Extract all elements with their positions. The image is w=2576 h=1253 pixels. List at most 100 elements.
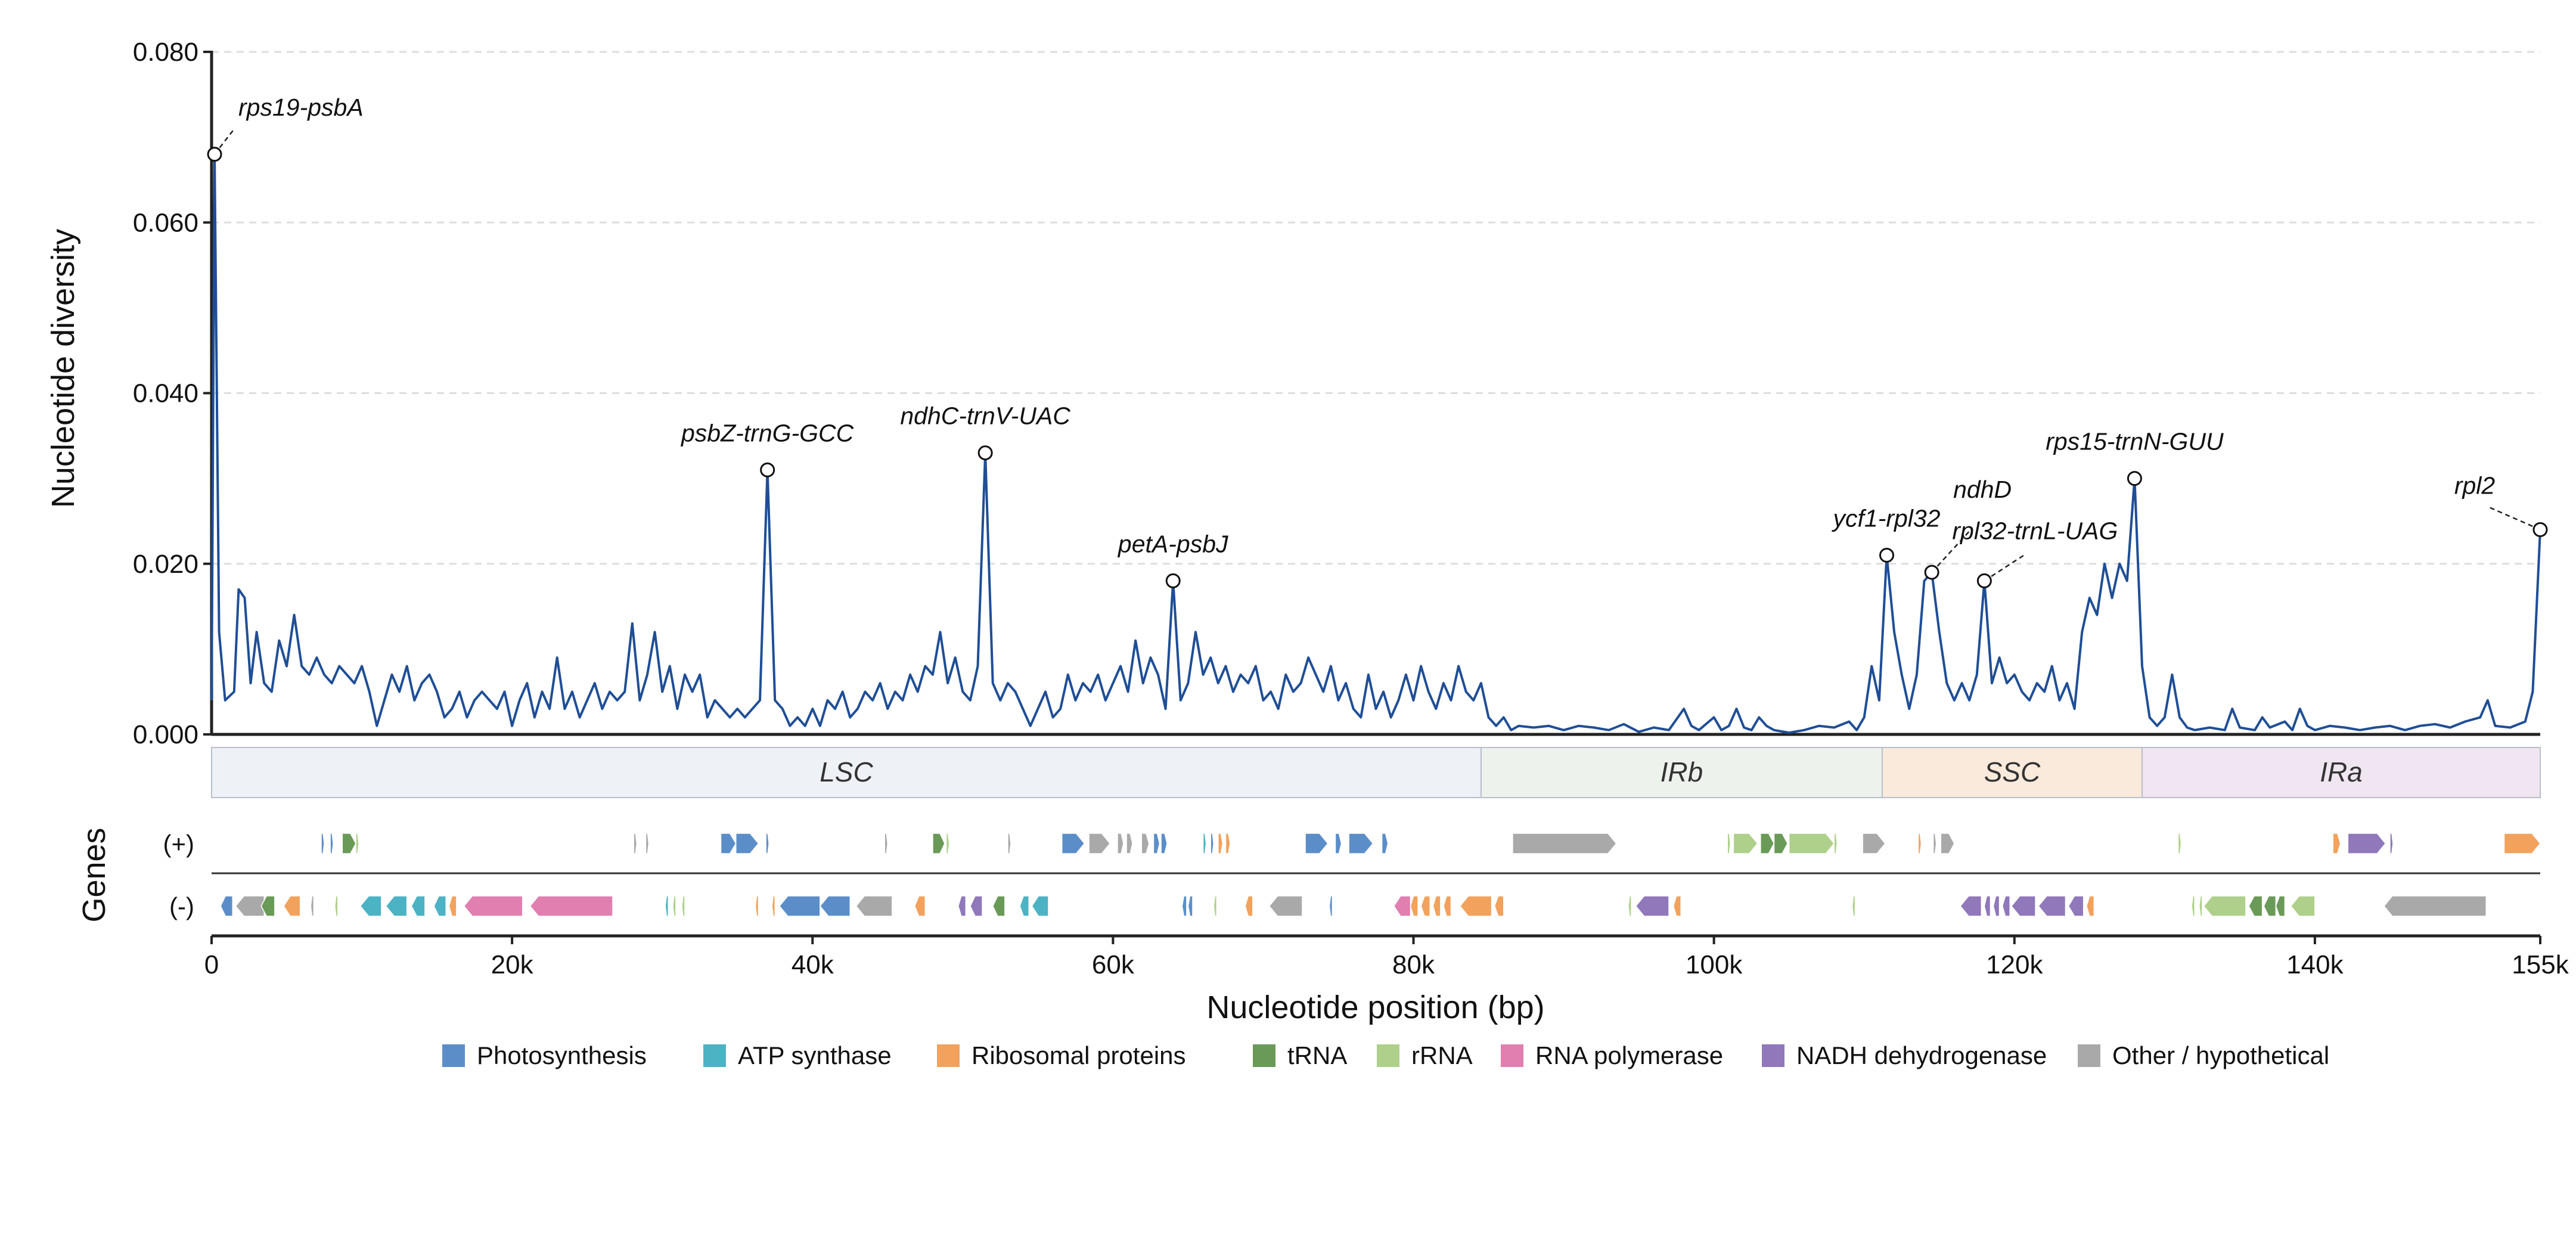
legend-swatch: [703, 1044, 726, 1067]
gene-minus: [2263, 895, 2277, 917]
gene-plus: [633, 833, 638, 854]
peak-label: rps15-trnN-GUU: [2046, 428, 2224, 455]
region-label: LSC: [820, 756, 873, 787]
gene-plus: [1833, 833, 1838, 854]
gene-plus: [1381, 833, 1389, 854]
genome-regions: LSC IRb SSC IRa: [211, 747, 2541, 798]
gene-minus: [1459, 895, 1492, 917]
gene-plus: [355, 833, 359, 854]
gene-minus: [2383, 895, 2487, 917]
gene-minus: [855, 895, 893, 917]
peak-label: petA-psbJ: [1117, 530, 1228, 557]
gene-plus: [1862, 833, 1886, 854]
gene-minus: [1181, 895, 1187, 917]
region-block: [1881, 747, 2143, 798]
peak-label: rpl2: [2454, 472, 2496, 500]
gene-track: [212, 833, 2541, 917]
peak-marker: [2127, 471, 2142, 486]
gene-plus: [321, 833, 325, 854]
peak-marker: [1165, 573, 1181, 588]
gene-plus: [1917, 833, 1922, 854]
gene-minus: [2001, 895, 2010, 917]
gene-plus: [1334, 833, 1342, 854]
gene-plus: [1305, 833, 1329, 854]
gene-plus: [1733, 833, 1758, 854]
peak-marker: [1976, 573, 1992, 588]
legend-label: Ribosomal proteins: [972, 1041, 1186, 1069]
legend-swatch: [1253, 1044, 1275, 1067]
gene-minus: [411, 895, 426, 917]
x-tick-label: 120k: [1986, 950, 2043, 979]
gene-plus: [2347, 833, 2386, 854]
gene-minus: [1992, 895, 2000, 917]
gene-plus: [1512, 833, 1617, 854]
gene-minus: [672, 895, 676, 917]
gene-minus: [1031, 895, 1049, 917]
y-tick-label: 0.000: [133, 720, 198, 749]
strand-plus-label: (+): [163, 830, 195, 858]
legend-swatch: [442, 1044, 465, 1067]
gene-minus: [1672, 895, 1681, 917]
region-block: [211, 747, 1482, 798]
peak-label: ycf1-rpl32: [1832, 504, 1941, 532]
gene-plus: [2503, 833, 2541, 854]
gene-plus: [932, 833, 945, 854]
peak-marker: [977, 445, 993, 461]
legend-label: RNA polymerase: [1535, 1041, 1723, 1069]
peak-label: psbZ-trnG-GCC: [680, 419, 854, 446]
gene-minus: [359, 895, 382, 917]
gene-plus: [1218, 833, 1224, 854]
gene-plus: [1160, 833, 1168, 854]
peak-marker: [760, 462, 775, 477]
gene-minus: [2191, 895, 2196, 917]
gene-plus: [645, 833, 650, 854]
y-axis-title: Nucleotide diversity: [45, 229, 81, 508]
gene-minus: [665, 895, 669, 917]
legend: Photosynthesis ATP synthase Ribosomal prot…: [442, 1041, 2329, 1069]
gene-minus: [235, 895, 265, 917]
gene-minus: [1984, 895, 1991, 917]
peak-marker: [1924, 565, 1939, 580]
gene-plus: [1932, 833, 1937, 854]
gene-minus: [819, 895, 851, 917]
gene-plus: [1007, 833, 1011, 854]
gene-plus: [1727, 833, 1731, 854]
x-axis-title: Nucleotide position (bp): [1206, 990, 1544, 1025]
annotation-leader: [1931, 527, 1973, 573]
gene-minus: [2248, 895, 2263, 917]
gene-minus: [1960, 895, 1982, 917]
gene-plus: [1088, 833, 1111, 854]
gene-minus: [1244, 895, 1253, 917]
gene-minus: [2290, 895, 2316, 917]
gene-minus: [755, 895, 759, 917]
gene-plus: [2332, 833, 2341, 854]
gene-minus: [771, 895, 775, 917]
diversity-series: [210, 153, 2541, 734]
gene-plus: [330, 833, 334, 854]
region-label: SSC: [1984, 756, 2041, 787]
gene-minus: [2199, 895, 2203, 917]
gene-minus: [1494, 895, 1504, 917]
gene-minus: [778, 895, 821, 917]
gene-plus: [1760, 833, 1775, 854]
gene-plus: [1210, 833, 1215, 854]
gene-minus: [1432, 895, 1441, 917]
gene-minus: [1628, 895, 1632, 917]
gene-plus: [1126, 833, 1133, 854]
gridlines: [212, 51, 2540, 565]
gene-plus: [2177, 833, 2182, 854]
gene-minus: [1019, 895, 1029, 917]
gene-plus: [735, 833, 759, 854]
x-tick-label: 100k: [1686, 950, 1743, 979]
region-block: [2142, 747, 2541, 798]
gene-minus: [2038, 895, 2066, 917]
gene-plus: [765, 833, 769, 854]
x-tick-label: 40k: [792, 950, 834, 979]
gene-minus: [1851, 895, 1856, 917]
gene-minus: [1443, 895, 1452, 917]
gene-plus: [1202, 833, 1207, 854]
gene-minus: [260, 895, 275, 917]
gene-track-title: Genes: [76, 827, 112, 922]
region-label: IRa: [2320, 756, 2363, 787]
